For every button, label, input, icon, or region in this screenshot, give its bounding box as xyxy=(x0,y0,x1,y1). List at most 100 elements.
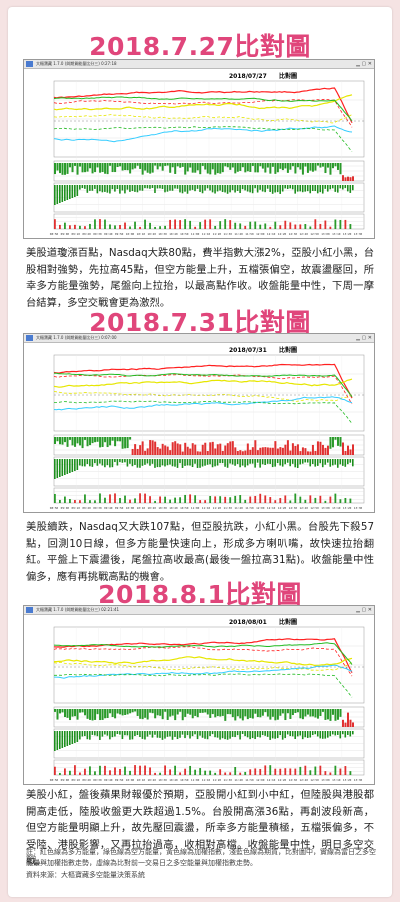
time-tick-label: 13:20 xyxy=(343,506,352,510)
tick-bar xyxy=(299,766,302,775)
energy-bar xyxy=(81,437,84,449)
volume-bar xyxy=(221,731,224,739)
time-tick-label: 12:20 xyxy=(278,232,287,236)
volume-bar xyxy=(346,459,349,465)
volume-bar xyxy=(94,459,96,464)
energy-bar xyxy=(181,709,184,721)
time-tick-label: 10:50 xyxy=(180,778,189,782)
tick-bar xyxy=(54,766,56,775)
volume-bar xyxy=(329,185,332,190)
tick-bar xyxy=(269,497,272,503)
volume-bar xyxy=(271,731,274,739)
tick-bar xyxy=(74,500,76,503)
energy-bar xyxy=(166,163,169,166)
chart-screenshot: 大樞寶藏 1.7.0 (與期貨能量比分三) 0:27:18 ▁ ▢ ✕ 2018… xyxy=(23,59,375,239)
tick-bar xyxy=(209,495,212,503)
chart-screenshot: 大樞寶藏 1.7.0 (與期貨能量比分三) 0:07:00 ▁ ▢ ✕ 2018… xyxy=(23,333,375,513)
volume-bar xyxy=(179,459,181,464)
volume-bar xyxy=(254,459,256,468)
tick-bar xyxy=(349,224,352,229)
energy-bar xyxy=(349,177,352,181)
volume-bar xyxy=(196,731,199,740)
energy-bar xyxy=(339,163,342,175)
energy-bar xyxy=(179,444,182,455)
energy-bar xyxy=(81,709,84,713)
volume-bar xyxy=(251,185,254,194)
volume-bar xyxy=(209,185,211,191)
energy-bar xyxy=(124,163,127,171)
volume-bar xyxy=(191,459,194,468)
energy-bar xyxy=(176,163,179,167)
tick-bar xyxy=(149,496,151,503)
window-controls-icon[interactable]: ▁ ▢ ✕ xyxy=(356,335,372,341)
volume-bar xyxy=(319,185,322,193)
volume-bar xyxy=(321,459,324,468)
volume-bar xyxy=(239,731,241,740)
volume-bar xyxy=(291,185,294,190)
bear-energy-line xyxy=(53,642,353,665)
energy-bar xyxy=(276,448,279,455)
volume-bar xyxy=(56,731,59,750)
tick-bar xyxy=(159,772,161,775)
volume-bar xyxy=(151,459,154,464)
volume-bar xyxy=(104,459,106,468)
energy-bar xyxy=(61,437,64,445)
energy-bar xyxy=(64,163,67,175)
volume-bar xyxy=(236,185,239,191)
volume-bar xyxy=(69,459,71,473)
volume-bar xyxy=(329,731,332,737)
app-icon xyxy=(26,607,33,613)
energy-bar xyxy=(99,709,102,721)
tick-bar xyxy=(184,768,187,775)
time-tick-label: 12:00 xyxy=(256,232,265,236)
volume-bar xyxy=(261,459,264,465)
volume-bar xyxy=(66,185,69,200)
volume-bar xyxy=(319,459,322,464)
volume-bar xyxy=(186,731,189,736)
energy-bar xyxy=(256,163,259,173)
volume-bar xyxy=(206,731,209,740)
energy-bar xyxy=(271,163,274,167)
time-tick-label: 10:20 xyxy=(148,506,157,510)
energy-bar xyxy=(254,440,257,455)
volume-bar xyxy=(271,185,274,194)
app-icon xyxy=(26,61,33,67)
energy-bar xyxy=(249,163,252,172)
chart-date: 2018/07/31 xyxy=(229,347,267,354)
energy-bar xyxy=(334,163,337,167)
volume-bar xyxy=(151,731,154,738)
volume-bar xyxy=(309,731,312,738)
volume-bar xyxy=(59,185,61,203)
bear-energy-prev-line xyxy=(54,673,353,698)
energy-bar xyxy=(344,450,347,455)
window-controls-icon[interactable]: ▁ ▢ ✕ xyxy=(356,61,372,67)
volume-bar xyxy=(304,459,307,463)
volume-bar xyxy=(334,459,337,465)
volume-bar xyxy=(281,459,284,467)
energy-bar xyxy=(61,709,64,713)
energy-bar xyxy=(221,709,224,716)
tick-bar xyxy=(289,500,292,503)
index-prev-line xyxy=(53,661,353,671)
energy-bar xyxy=(139,709,142,719)
energy-bar xyxy=(81,163,84,173)
energy-bar xyxy=(186,446,189,455)
energy-bar xyxy=(326,709,329,720)
volume-bar xyxy=(256,731,259,737)
time-tick-label: 10:40 xyxy=(169,778,178,782)
time-tick-label: 11:50 xyxy=(245,506,254,510)
bear-energy-line xyxy=(53,96,353,122)
tick-bar xyxy=(239,495,242,503)
energy-bar xyxy=(261,163,264,169)
volume-bar xyxy=(289,185,291,189)
volume-bar xyxy=(199,731,201,736)
energy-bar xyxy=(169,450,172,455)
tick-bar xyxy=(154,226,156,229)
energy-bar xyxy=(134,163,137,169)
tick-bar xyxy=(314,766,317,775)
window-controls-icon[interactable]: ▁ ▢ ✕ xyxy=(356,607,372,613)
energy-bar xyxy=(171,709,174,716)
tick-bar xyxy=(154,500,156,503)
energy-bar xyxy=(176,443,179,455)
volume-bar xyxy=(111,459,114,468)
